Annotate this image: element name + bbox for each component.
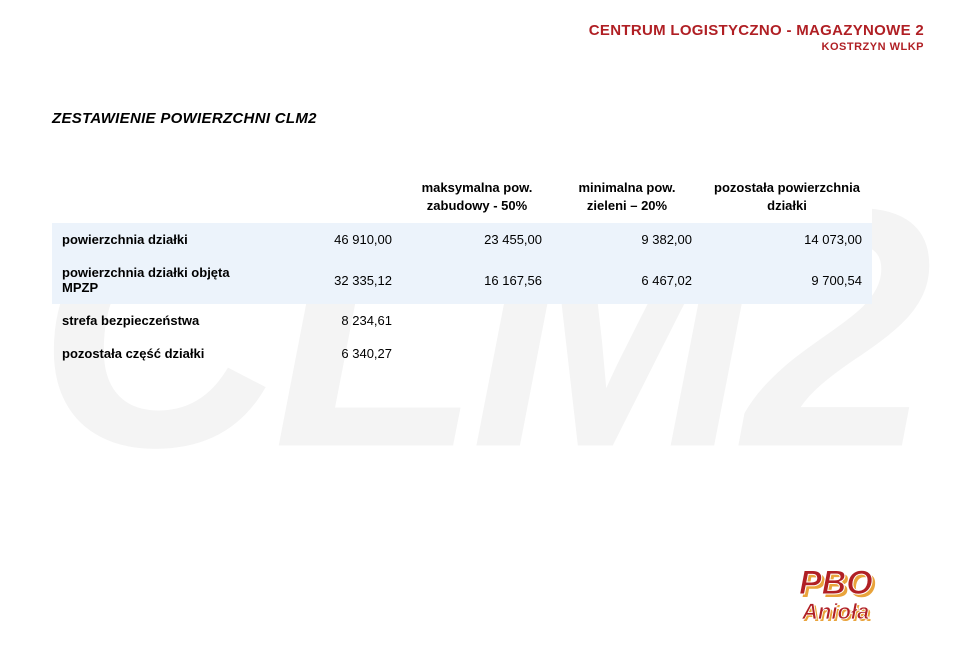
logo-bottom-text: Anioła [801, 599, 869, 624]
cell-green: 9 382,00 [552, 223, 702, 256]
cell-rest [702, 304, 872, 337]
header: CENTRUM LOGISTYCZNO - MAGAZYNOWE 2 KOSTR… [589, 22, 924, 53]
area-table: maksymalna pow. zabudowy - 50% minimalna… [52, 170, 872, 370]
pbo-aniola-logo: PBO PBO Anioła Anioła [794, 561, 924, 631]
row-label: strefa bezpieczeństwa [52, 304, 272, 337]
cell-rest [702, 337, 872, 370]
cell-rest: 9 700,54 [702, 256, 872, 304]
row-label: powierzchnia działki [52, 223, 272, 256]
table-header-row: maksymalna pow. zabudowy - 50% minimalna… [52, 170, 872, 223]
col-header-rest: pozostała powierzchnia działki [702, 170, 872, 223]
table-row: powierzchnia działki 46 910,00 23 455,00… [52, 223, 872, 256]
row-label: powierzchnia działki objęta MPZP [52, 256, 272, 304]
cell-green: 6 467,02 [552, 256, 702, 304]
table-row: powierzchnia działki objęta MPZP 32 335,… [52, 256, 872, 304]
table-row: strefa bezpieczeństwa 8 234,61 [52, 304, 872, 337]
cell-total: 46 910,00 [272, 223, 402, 256]
cell-total: 6 340,27 [272, 337, 402, 370]
section-title: ZESTAWIENIE POWIERZCHNI CLM2 [52, 110, 317, 127]
cell-total: 32 335,12 [272, 256, 402, 304]
cell-build: 23 455,00 [402, 223, 552, 256]
row-label: pozostała część działki [52, 337, 272, 370]
header-subtitle: KOSTRZYN WLKP [589, 41, 924, 53]
page: CENTRUM LOGISTYCZNO - MAGAZYNOWE 2 KOSTR… [0, 0, 960, 657]
cell-green [552, 304, 702, 337]
header-title: CENTRUM LOGISTYCZNO - MAGAZYNOWE 2 [589, 22, 924, 39]
cell-rest: 14 073,00 [702, 223, 872, 256]
col-header-build: maksymalna pow. zabudowy - 50% [402, 170, 552, 223]
col-header-total [272, 170, 402, 223]
cell-build: 16 167,56 [402, 256, 552, 304]
col-header-green: minimalna pow. zieleni – 20% [552, 170, 702, 223]
col-header-label [52, 170, 272, 223]
cell-green [552, 337, 702, 370]
logo-top-text: PBO [799, 564, 873, 602]
cell-total: 8 234,61 [272, 304, 402, 337]
cell-build [402, 337, 552, 370]
cell-build [402, 304, 552, 337]
table-row: pozostała część działki 6 340,27 [52, 337, 872, 370]
